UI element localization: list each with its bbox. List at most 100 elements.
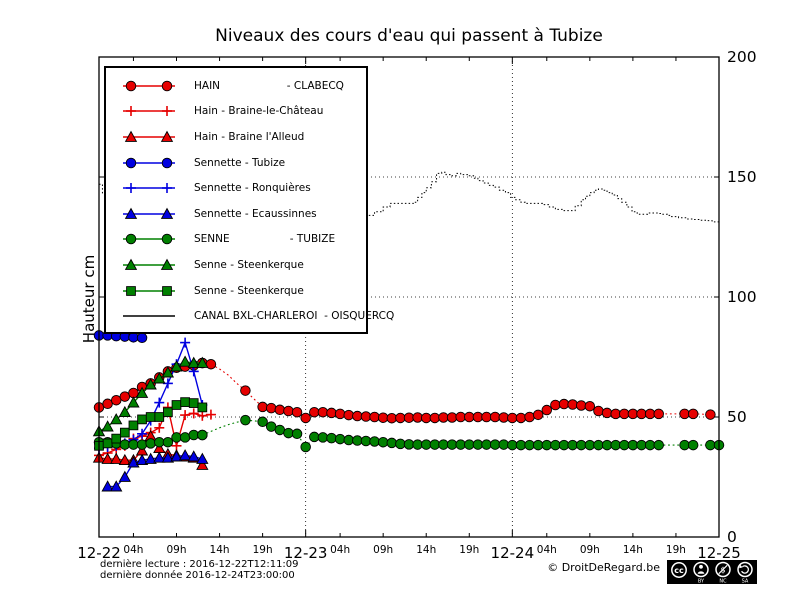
marker-circle — [636, 439, 647, 451]
legend-sample-triangle — [123, 130, 175, 142]
legend-label: Senne - Steenkerque — [194, 284, 304, 297]
marker-circle — [343, 434, 354, 446]
marker-circle — [644, 439, 656, 451]
marker-square — [197, 402, 208, 413]
marker-circle — [515, 412, 527, 424]
marker-triangle — [101, 452, 114, 464]
marker-circle — [567, 399, 578, 410]
x-tick-label-hour: 14h — [210, 544, 230, 556]
legend-label: Hain - Braine-le-Château — [194, 105, 324, 118]
marker-circle — [352, 410, 363, 422]
legend-label: HAIN - CLABECQ — [194, 79, 344, 92]
marker-circle — [524, 411, 535, 423]
legend-label: Sennette - Ronquières — [194, 182, 311, 195]
cc-icon: cc — [671, 562, 687, 578]
legend-sample-plus — [123, 106, 175, 117]
x-tick-label-hour: 04h — [330, 544, 350, 556]
marker-triangle — [178, 449, 192, 461]
series-line-canal-bxl-charleroi — [99, 171, 720, 223]
marker-circle — [515, 439, 527, 451]
x-tick-label-day: 12-24 — [491, 544, 535, 562]
legend-item: Sennette - Ecaussinnes — [112, 201, 366, 227]
marker-circle — [575, 439, 587, 451]
marker-circle — [369, 411, 380, 423]
marker-circle — [464, 439, 475, 450]
marker-circle — [472, 439, 484, 450]
legend-sample-plus — [123, 183, 175, 194]
marker-circle — [420, 439, 432, 450]
marker-triangle — [170, 360, 183, 372]
marker-circle — [481, 411, 492, 423]
marker-circle — [489, 411, 501, 423]
x-tick-label-hour: 09h — [580, 544, 600, 556]
marker-circle — [705, 439, 716, 451]
marker-square — [111, 433, 122, 444]
marker-circle — [644, 408, 656, 420]
marker-circle — [395, 438, 406, 450]
marker-circle — [360, 435, 372, 447]
marker-triangle — [118, 405, 131, 418]
marker-triangle — [144, 452, 157, 464]
marker-circle — [455, 411, 466, 423]
copyright-text: © DroitDeRegard.be — [547, 561, 660, 574]
marker-triangle — [110, 452, 123, 464]
marker-square — [180, 397, 190, 407]
marker-circle — [489, 439, 501, 450]
marker-circle — [438, 412, 449, 423]
marker-triangle — [160, 207, 174, 219]
marker-circle — [309, 431, 320, 443]
marker-circle — [125, 80, 137, 92]
marker-circle — [188, 429, 199, 441]
legend-sample-circle — [123, 157, 175, 168]
marker-circle — [532, 439, 544, 451]
marker-circle — [265, 421, 277, 432]
marker-circle — [257, 401, 268, 413]
marker-circle — [154, 436, 165, 448]
marker-circle — [119, 391, 131, 402]
marker-circle — [326, 407, 337, 419]
legend-sample-none — [123, 315, 175, 317]
marker-square — [171, 400, 182, 410]
legend-label: Sennette - Tubize — [194, 156, 286, 169]
legend-label: CANAL BXL-CHARLEROI - OISQUERCQ — [194, 310, 395, 323]
marker-circle — [283, 427, 294, 439]
legend-label: Senne - Steenkerque — [194, 258, 304, 271]
marker-circle — [575, 400, 587, 411]
marker-circle — [300, 412, 311, 424]
marker-circle — [627, 408, 639, 420]
marker-triangle — [110, 480, 123, 492]
legend-sample-circle — [123, 80, 175, 92]
marker-circle — [429, 439, 441, 450]
marker-triangle — [144, 378, 157, 390]
marker-circle — [524, 439, 535, 451]
marker-circle — [412, 412, 423, 423]
marker-circle — [558, 398, 570, 410]
marker-circle — [386, 412, 398, 424]
marker-circle — [619, 439, 630, 451]
legend-item: Senne - Steenkerque — [112, 252, 366, 278]
marker-circle — [619, 408, 630, 420]
marker-triangle — [160, 130, 174, 142]
marker-circle — [403, 412, 415, 423]
svg-text:SA: SA — [742, 579, 749, 585]
marker-circle — [240, 385, 251, 396]
marker-circle — [274, 404, 286, 416]
marker-circle — [636, 408, 647, 420]
marker-circle — [395, 412, 406, 424]
marker-triangle — [153, 451, 166, 463]
x-tick-label-day: 12-25 — [697, 544, 741, 562]
marker-circle — [705, 409, 716, 420]
marker-square — [154, 412, 165, 422]
marker-circle — [438, 439, 449, 450]
marker-circle — [558, 439, 570, 451]
marker-square — [102, 438, 113, 449]
marker-triangle — [110, 413, 123, 425]
marker-circle — [326, 432, 337, 444]
marker-circle — [119, 439, 131, 450]
marker-triangle — [135, 386, 149, 398]
marker-triangle — [161, 366, 175, 378]
legend-item: Sennette - Tubize — [112, 150, 366, 176]
marker-circle — [567, 439, 578, 451]
marker-triangle — [187, 356, 200, 368]
